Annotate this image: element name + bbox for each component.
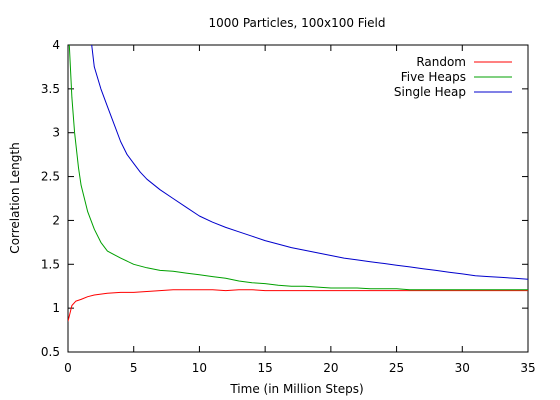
x-tick-label: 0 [64,361,72,375]
plot-area-frame [67,44,529,353]
y-tick-label: 3.5 [41,82,60,96]
y-tick-label: 1 [52,301,60,315]
y-tick-label: 4 [52,38,60,52]
y-tick-label: 2.5 [41,170,60,184]
legend-label: Five Heaps [401,70,466,84]
legend-label: Random [416,55,466,69]
y-tick-label: 0.5 [41,345,60,359]
series-line-five-heaps [68,45,528,291]
y-tick-label: 1.5 [41,257,60,271]
x-tick-label: 15 [258,361,273,375]
x-axis-label: Time (in Million Steps) [229,382,363,396]
x-tick-label: 20 [323,361,338,375]
series-lines [68,45,528,322]
chart-title: 1000 Particles, 100x100 Field [209,16,386,30]
y-axis-label: Correlation Length [8,142,22,253]
x-tick-label: 10 [192,361,207,375]
x-tick-label: 30 [455,361,470,375]
legend-label: Single Heap [394,85,466,99]
axis-ticks: 0 5 10 15 20 25 30 35 0.5 1 1.5 2 2.5 3 3.5 4 [41,38,536,375]
y-tick-label: 3 [52,126,60,140]
series-line-random [68,289,528,322]
series-line-single-heap [91,45,528,280]
x-tick-label: 25 [389,361,404,375]
x-tick-label: 35 [520,361,535,375]
y-tick-label: 2 [52,213,60,227]
x-tick-label: 5 [130,361,138,375]
